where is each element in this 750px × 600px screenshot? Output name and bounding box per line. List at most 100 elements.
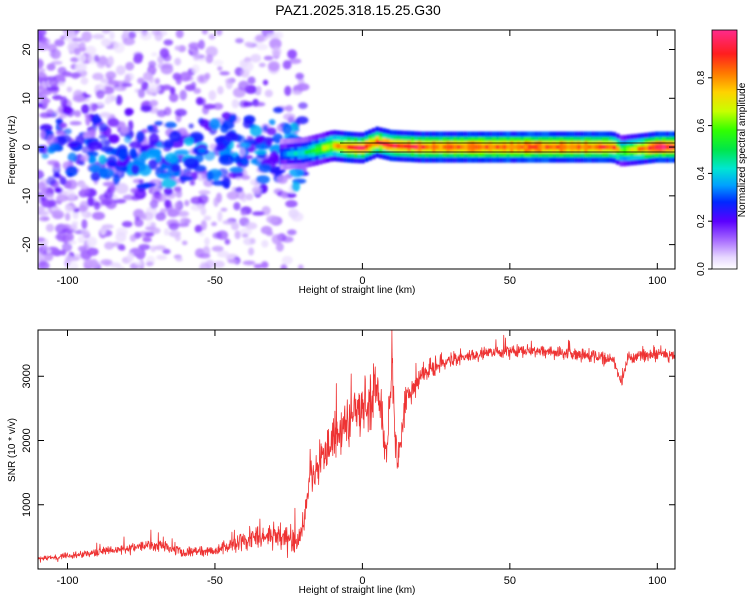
heatmap-noise-cell [174,108,187,117]
heatmap-noise-cell [151,30,161,36]
heatmap-noise-cell [234,186,244,193]
heatmap-ridge-cell [598,144,602,150]
heatmap-noise-cell [184,199,190,207]
heatmap-noise-cell [208,33,216,40]
heatmap-noise-cell [258,163,272,173]
heatmap-ridge-cell [389,143,394,148]
heatmap-ridge-cell [371,141,376,146]
heatmap-noise-cell [216,30,223,36]
heatmap-noise-cell [52,94,63,101]
heatmap-noise-cell [226,191,239,200]
heatmap-ridge-cell [555,144,560,150]
heatmap-noise-cell [46,108,54,114]
heatmap-noise-cell [285,105,294,112]
heatmap-noise-cell [266,127,277,136]
heatmap-noise-cell [89,258,98,269]
heatmap-noise-cell [119,148,129,161]
heatmap-ridge-cell [400,143,404,149]
heatmap-noise-cell [59,122,67,129]
heatmap-noise-cell [85,115,91,126]
heatmap-noise-cell [194,224,203,233]
heatmap-noise-cell [67,152,78,163]
heatmap-noise-cell [81,219,88,230]
heatmap-ridge-cell [414,144,418,150]
heatmap-ridge-cell [499,144,503,150]
heatmap-ridge-cell [608,144,613,150]
heatmap-noise-cell [64,212,71,221]
heatmap-ridge-cell [325,144,330,150]
heatmap-noise-cell [38,261,50,269]
heatmap-noise-cell [162,53,172,62]
heatmap-noise-cell [137,77,145,85]
heatmap-noise-cell [142,236,152,243]
heatmap-noise-cell [209,118,221,130]
heatmap-noise-cell [285,192,297,198]
heatmap-noise-cell [53,162,61,168]
heatmap-noise-cell [119,245,126,251]
heatmap-noise-cell [196,173,207,182]
heatmap-noise-cell [284,85,292,96]
heatmap-noise-cell [55,187,63,194]
heatmap-noise-cell [98,167,115,179]
heatmap-noise-cell [77,53,87,63]
heatmap-noise-cell [48,194,55,202]
heatmap-ridge-cell [534,144,539,150]
heatmap-noise-cell [171,164,181,173]
heatmap-noise-cell [198,147,207,154]
heatmap-noise-cell [168,130,182,142]
heatmap-noise-cell [275,242,284,252]
heatmap-noise-cell [157,173,173,180]
heatmap-noise-cell [200,220,207,231]
heatmap-noise-cell [93,201,101,211]
heatmap-noise-cell [122,37,135,46]
heatmap-noise-cell [231,99,239,109]
heatmap-noise-cell [154,121,164,126]
heatmap-ridge-cell [357,145,362,151]
heatmap-noise-cell [298,102,308,109]
heatmap-noise-cell [109,184,116,194]
heatmap-ridge-cell [340,144,344,149]
heatmap-noise-cell [88,247,95,256]
heatmap-noise-cell [213,260,225,268]
heatmap-noise-cell [53,173,61,178]
heatmap-noise-cell [57,81,66,87]
snr-background [38,330,675,569]
x-tick-label: 50 [504,275,516,287]
heatmap-noise-cell [87,141,103,151]
heatmap-noise-cell [38,145,45,154]
heatmap-noise-cell [241,233,249,238]
heatmap-noise-cell [140,105,152,113]
y-tick-label: -20 [21,237,33,253]
heatmap-noise-cell [298,264,304,269]
heatmap-signal-ridge [279,126,675,170]
heatmap-noise-cell [130,187,139,194]
heatmap-noise-cell [104,98,111,105]
heatmap-noise-cell [68,224,78,231]
heatmap-noise-cell [244,41,253,47]
heatmap-noise-cell [254,143,269,150]
heatmap-ridge-cell [640,146,645,152]
heatmap-ridge-cell [524,144,528,150]
heatmap-ridge-cell [623,148,627,154]
heatmap-noise-cell [87,155,97,165]
heatmap-ridge-cell [410,144,415,150]
heatmap-noise-cell [254,149,268,155]
heatmap-noise-cell [240,210,246,216]
heatmap-noise-cell [177,210,190,217]
heatmap-noise-cell [239,228,252,236]
heatmap-ridge-cell [647,145,652,151]
heatmap-noise-cell [271,234,283,245]
heatmap-noise-cell [179,217,191,225]
heatmap-noise-cell [100,146,114,153]
heatmap-noise-cell [136,183,153,189]
heatmap-noise-cell [238,100,250,108]
heatmap-noise-cell [81,104,90,114]
heatmap-noise-cell [66,86,73,93]
heatmap-noise-cell [134,216,140,221]
heatmap-noise-cell [282,123,292,135]
heatmap-noise-cell [121,221,133,228]
heatmap-noise-cell [161,178,177,188]
y-tick-label: 10 [21,92,33,104]
heatmap-ridge-cell [403,143,408,149]
heatmap-noise-cell [228,114,238,123]
